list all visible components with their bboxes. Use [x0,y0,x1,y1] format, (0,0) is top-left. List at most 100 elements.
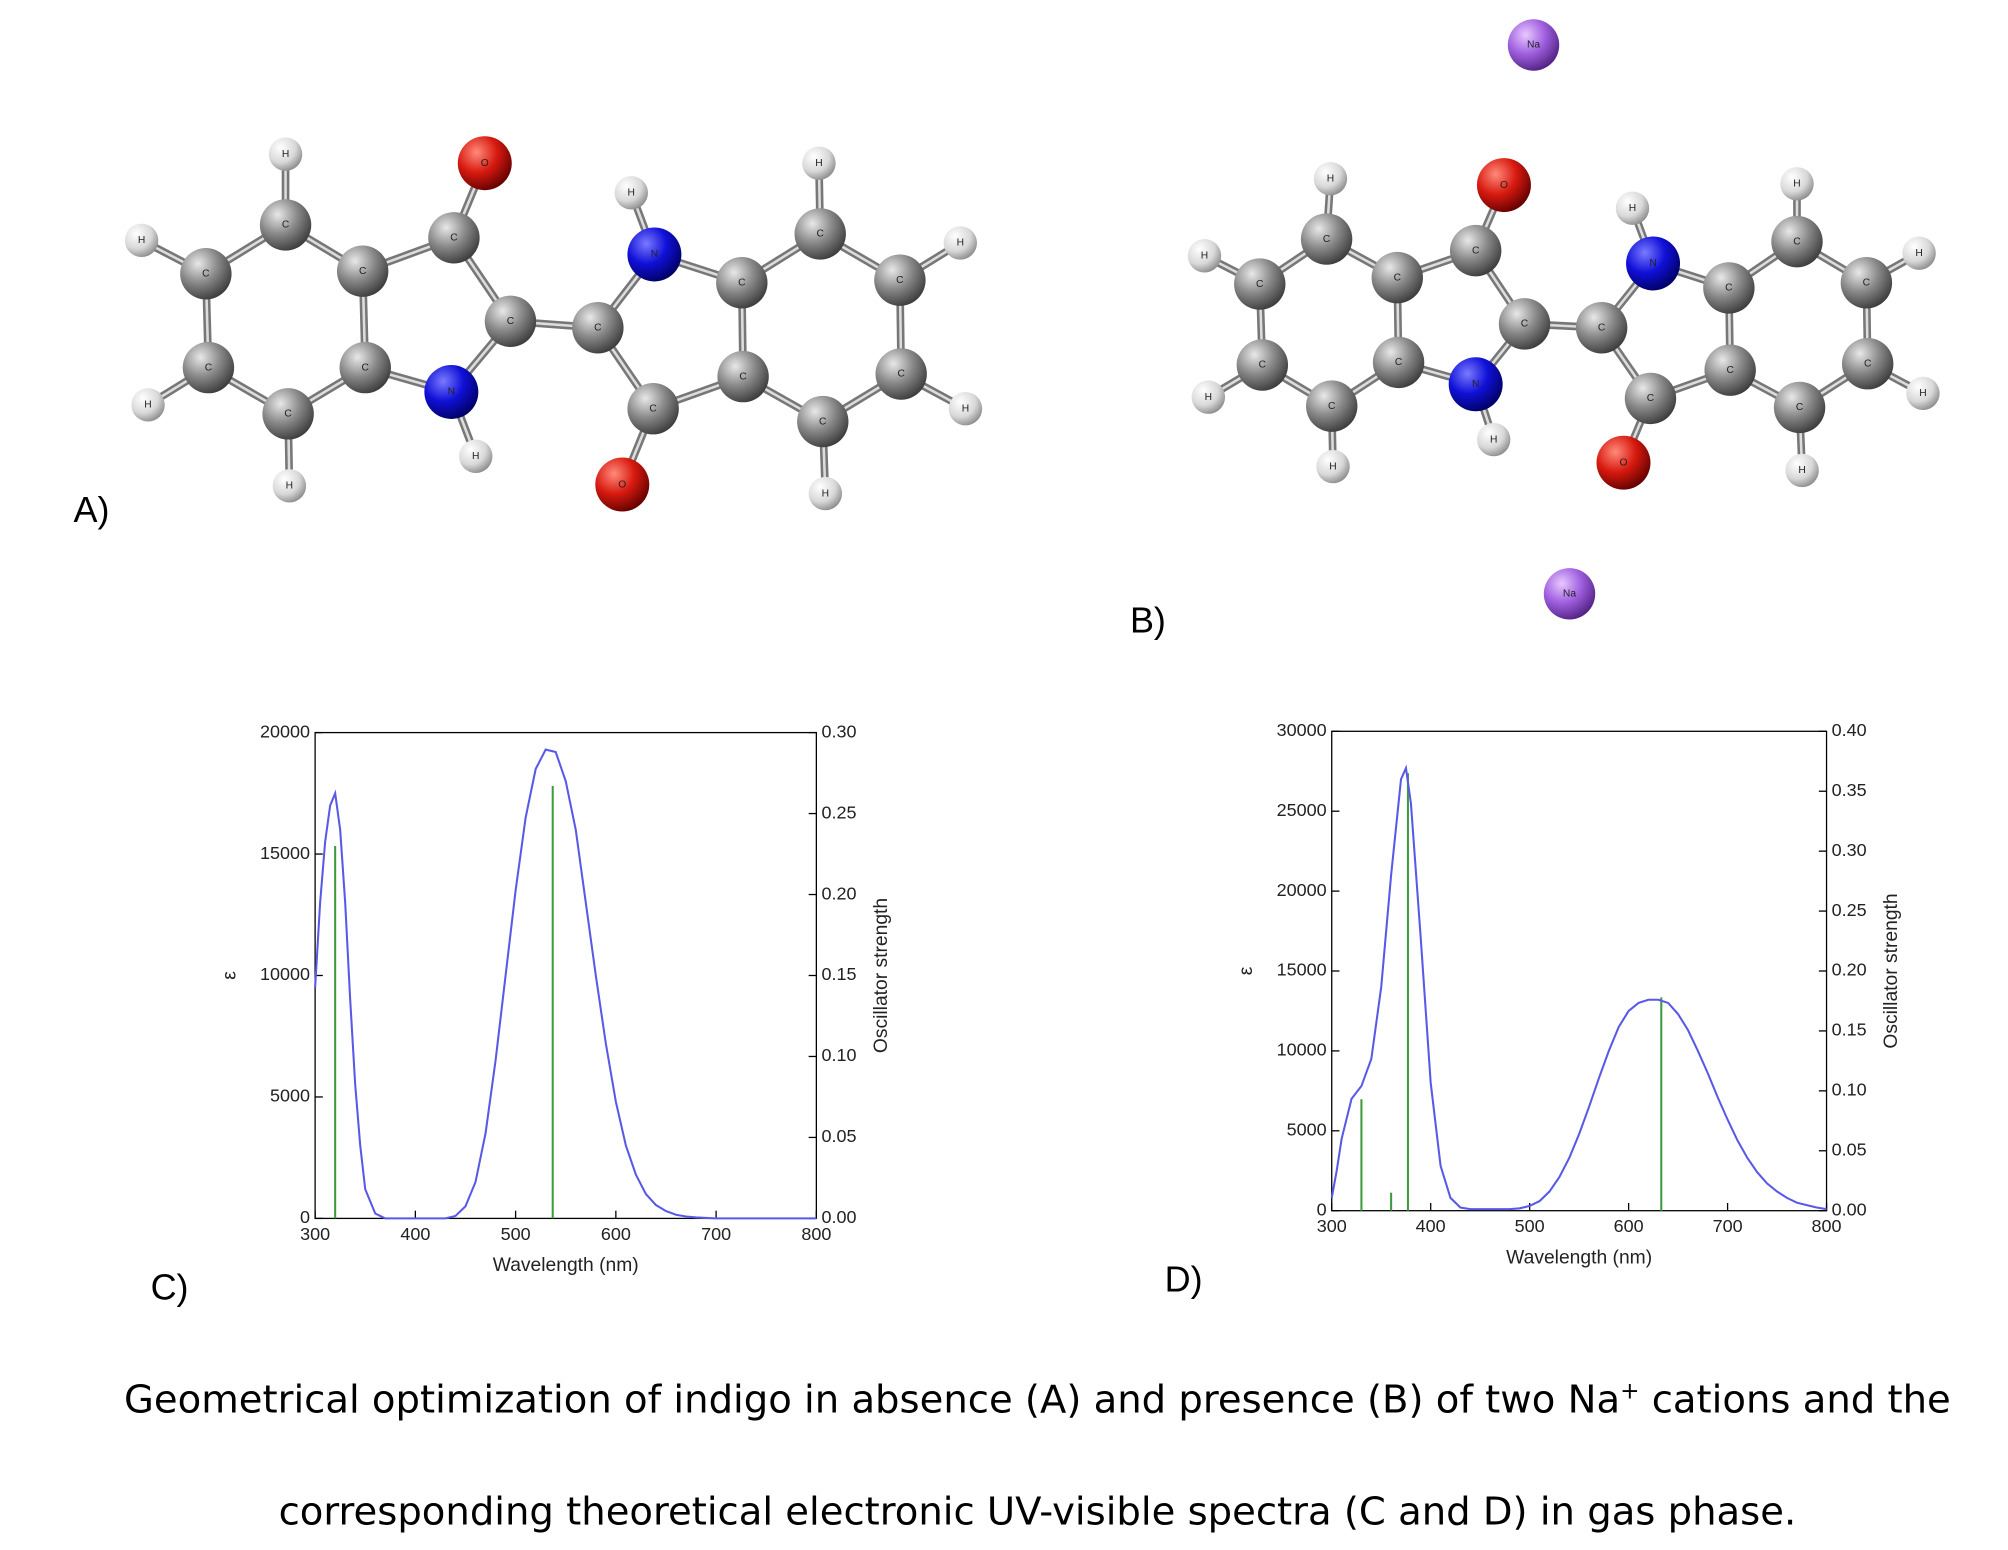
y-tick-label: 25000 [1277,800,1327,820]
atom [259,199,312,251]
atom [627,227,682,282]
atom [1902,236,1936,270]
atom-label: C [1598,322,1606,333]
atom-label: C [1521,319,1529,330]
atom [1703,262,1755,314]
atom-label: C [1793,236,1801,247]
atom [614,176,648,210]
atom-label: Na [1563,588,1576,599]
x-tick-label: 300 [300,1224,330,1244]
atom-label: N [651,249,658,260]
atom-label: C [507,316,515,327]
atom [1313,161,1348,196]
atom [1841,338,1894,390]
y2-tick-label: 0.05 [821,1126,856,1146]
atom [1306,380,1358,432]
x-axis-label: Wavelength (nm) [493,1255,639,1276]
atom-label: C [1725,283,1733,294]
atom-label: H [1919,388,1926,399]
x-axis-label: Wavelength (nm) [1506,1247,1652,1268]
atom [457,136,512,191]
atom-label: H [138,235,145,246]
atom-label: H [815,158,822,169]
atom-label: C [1394,272,1402,283]
x-tick-label: 800 [1812,1216,1842,1236]
y-axis-label: ε [219,971,240,980]
y2-tick-label: 0.25 [821,802,856,822]
atom-label: H [962,403,969,414]
y-tick-label: 5000 [1287,1120,1327,1140]
atom-label: C [1796,402,1804,413]
atom [1615,191,1650,225]
caption-line: Geometrical optimization of indigo in ab… [124,1377,1951,1422]
atom [1840,257,1893,309]
caption-text: Geometrical optimization of indigo in ab… [124,1377,1620,1422]
x-tick-label: 600 [601,1224,631,1244]
atom [1543,568,1596,620]
atom [1704,344,1756,396]
atom-label: C [284,409,292,420]
atom [627,383,679,435]
atom [459,439,493,473]
y2-tick-label: 0.00 [821,1207,856,1227]
atom-label: C [896,275,904,286]
panel-label: D) [1165,1259,1203,1300]
atom [182,341,235,394]
atom-label: H [1205,392,1212,403]
atom-label: C [1328,401,1336,412]
atom [1596,435,1651,490]
y2-tick-label: 0.35 [1832,780,1867,800]
y-tick-label: 20000 [1277,880,1327,900]
atom [484,295,537,348]
atom [1785,453,1819,488]
atom-label: H [1329,461,1336,472]
atom-label: C [819,416,827,427]
plot-frame [1331,730,1828,1212]
atom-label: N [1649,258,1656,269]
atom [1372,336,1425,389]
atom-label: C [739,371,747,382]
y2-tick-label: 0.30 [1832,840,1867,860]
atom [1771,215,1823,268]
atom-label: H [822,488,829,499]
atom-label: H [1793,179,1800,190]
atom-label: O [1500,180,1508,191]
y2-tick-label: 0.05 [1832,1140,1867,1160]
y-tick-label: 0 [1317,1199,1327,1219]
spectrum-line [314,748,817,1220]
atom [794,208,846,260]
atom [1575,302,1628,354]
y2-axis-label: Oscillator strength [871,898,892,1053]
atom-label: O [1619,457,1627,468]
atom [1316,449,1350,484]
atom [268,137,303,171]
y-tick-label: 0 [300,1207,310,1227]
atom-label: C [202,268,210,279]
y2-axis-label: Oscillator strength [1881,893,1902,1048]
x-tick-label: 400 [400,1224,430,1244]
atom-label: C [816,229,824,240]
atom-label: C [594,322,602,333]
atom [1191,380,1226,414]
atom-label: H [286,481,293,492]
atom-label: C [1259,360,1267,371]
y-tick-label: 10000 [260,964,310,984]
atom [716,257,768,309]
atom-label: H [1490,434,1497,445]
atom [336,245,389,297]
y-tick-label: 5000 [270,1086,310,1106]
caption-superscript: + [1620,1378,1639,1404]
x-tick-label: 400 [1416,1216,1446,1236]
atom [262,388,314,440]
atom-label: C [282,220,290,231]
atom-label: C [1472,245,1480,256]
atom [875,348,927,400]
atom [1906,376,1940,410]
atom [1476,158,1531,213]
panel-label: A) [73,489,109,530]
atom-label: H [282,149,289,160]
atom-label: C [1863,277,1871,288]
atom [131,388,165,422]
atom [1236,339,1289,391]
